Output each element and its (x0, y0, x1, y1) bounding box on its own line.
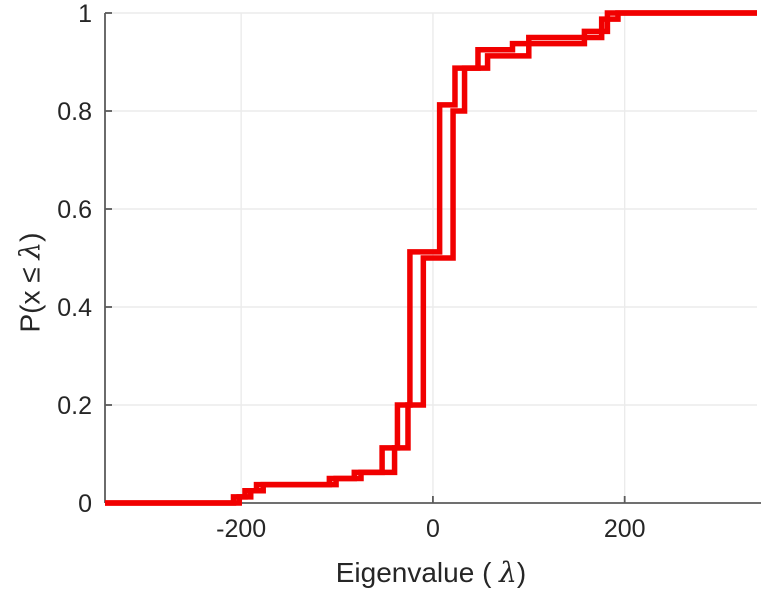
y-axis-label-suffix: ) (14, 232, 46, 242)
x-axis-label-suffix: ) (516, 557, 527, 588)
y-tick-label: 0 (78, 490, 92, 518)
x-tick-label: -200 (216, 515, 266, 543)
y-tick-label: 0.6 (57, 196, 92, 224)
y-tick-label: 0.2 (57, 392, 92, 420)
y-tick-label: 1 (78, 0, 92, 28)
x-tick-label: 200 (604, 515, 646, 543)
y-tick-label: 0.4 (57, 294, 92, 322)
y-axis-label: P(x ≤ λ) (14, 68, 47, 498)
x-tick-label: 0 (426, 515, 440, 543)
x-axis-label: Eigenvalue ( λ) (105, 556, 757, 589)
lambda-symbol: λ (13, 241, 47, 260)
y-tick-label: 0.8 (57, 98, 92, 126)
x-axis-label-text: Eigenvalue ( (335, 557, 500, 588)
ecdf-curve-2-step-line (105, 10, 757, 506)
y-axis-label-text: P(x ≤ (14, 259, 46, 333)
lambda-symbol: λ (499, 556, 517, 589)
